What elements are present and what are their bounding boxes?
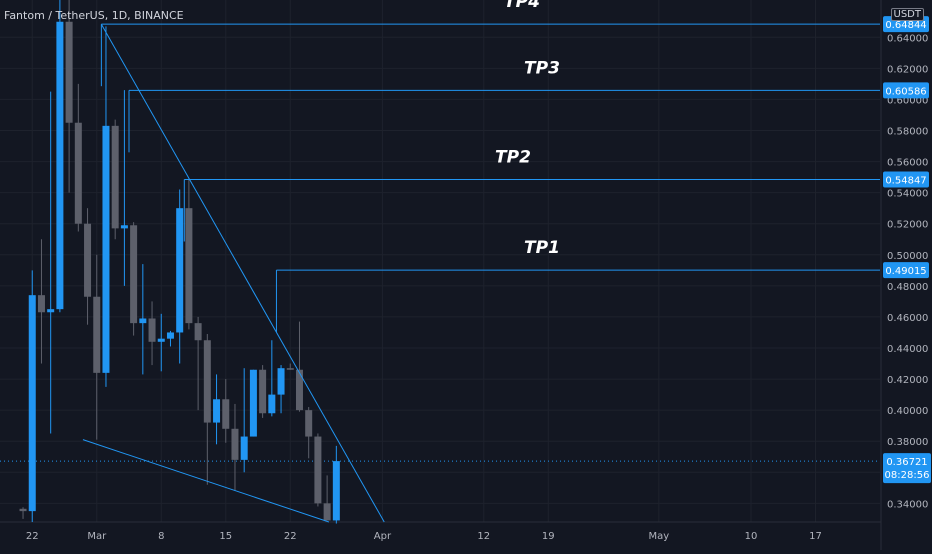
take-profit-label: TP4 xyxy=(504,0,540,12)
candle-body[interactable] xyxy=(148,318,156,342)
time-tick-label: 12 xyxy=(477,531,490,542)
candle-body[interactable] xyxy=(194,323,202,341)
candle-body[interactable] xyxy=(295,369,303,411)
symbol-title: Fantom / TetherUS, 1D, BINANCE xyxy=(4,9,184,22)
trend-line[interactable] xyxy=(82,439,330,523)
take-profit-label: TP1 xyxy=(524,238,560,258)
price-tick-label: 0.40000 xyxy=(887,406,928,417)
candle-body[interactable] xyxy=(314,436,322,504)
candle-body[interactable] xyxy=(176,208,184,333)
candle-body[interactable] xyxy=(277,368,285,395)
candle-body[interactable] xyxy=(93,296,101,373)
price-tick-label: 0.56000 xyxy=(887,158,928,169)
candle-body[interactable] xyxy=(139,318,147,324)
candle-body[interactable] xyxy=(111,125,119,229)
candle-body[interactable] xyxy=(166,332,174,339)
time-tick-label: 10 xyxy=(745,531,758,542)
level-price-badge xyxy=(883,171,929,188)
price-tick-label: 0.60000 xyxy=(887,95,928,106)
candle-body[interactable] xyxy=(157,338,165,342)
time-tick-label: Apr xyxy=(374,531,392,542)
candle-body[interactable] xyxy=(84,223,92,297)
time-tick-label: 22 xyxy=(284,531,297,542)
candle-body[interactable] xyxy=(185,208,193,324)
price-tick-label: 0.44000 xyxy=(887,344,928,355)
candle-body[interactable] xyxy=(332,461,340,521)
price-tick-label: 0.62000 xyxy=(887,64,928,75)
time-tick-label: 22 xyxy=(26,531,39,542)
take-profit-label: TP2 xyxy=(495,147,531,167)
time-tick-label: May xyxy=(649,531,670,542)
current-price-badge xyxy=(883,453,931,484)
candle-body[interactable] xyxy=(120,225,128,229)
level-price-label: 0.60586 xyxy=(885,86,926,97)
currency-label[interactable]: USDT xyxy=(890,8,924,21)
trend-line[interactable] xyxy=(100,23,385,523)
level-price-label: 0.49015 xyxy=(885,266,926,277)
candle-body[interactable] xyxy=(240,436,248,460)
candle-body[interactable] xyxy=(259,369,267,414)
candle-body[interactable] xyxy=(213,399,221,423)
level-price-badge xyxy=(883,82,929,99)
level-price-badge xyxy=(883,262,929,279)
price-tick-label: 0.58000 xyxy=(887,127,928,138)
candle-body[interactable] xyxy=(249,369,257,437)
bar-countdown-label: 08:28:56 xyxy=(885,470,930,481)
price-tick-label: 0.42000 xyxy=(887,375,928,386)
candle-body[interactable] xyxy=(222,399,230,429)
candle-body[interactable] xyxy=(203,340,211,423)
take-profit-label: TP3 xyxy=(524,58,560,78)
time-tick-label: 15 xyxy=(219,531,232,542)
candle-body[interactable] xyxy=(74,122,82,224)
current-price-label: 0.36721 xyxy=(886,457,927,468)
candle-body[interactable] xyxy=(130,225,138,324)
candle-body[interactable] xyxy=(47,309,55,313)
time-tick-label: Mar xyxy=(87,531,107,542)
time-tick-label: 8 xyxy=(158,531,164,542)
time-tick-label: 19 xyxy=(542,531,555,542)
level-price-label: 0.64844 xyxy=(885,20,926,31)
candle-body[interactable] xyxy=(323,503,331,521)
candle-body[interactable] xyxy=(305,410,313,437)
price-tick-label: 0.34000 xyxy=(887,499,928,510)
candle-body[interactable] xyxy=(56,21,64,310)
candle-body[interactable] xyxy=(19,508,27,512)
price-tick-label: 0.52000 xyxy=(887,220,928,231)
candle-body[interactable] xyxy=(231,428,239,460)
price-tick-label: 0.50000 xyxy=(887,251,928,262)
price-tick-label: 0.38000 xyxy=(887,437,928,448)
candle-body[interactable] xyxy=(65,21,73,123)
candle-body[interactable] xyxy=(268,394,276,414)
candle-body[interactable] xyxy=(102,125,110,373)
candle-body[interactable] xyxy=(37,295,45,313)
time-tick-label: 17 xyxy=(809,531,822,542)
price-tick-label: 0.48000 xyxy=(887,282,928,293)
price-tick-label: 0.54000 xyxy=(887,189,928,200)
candle-body[interactable] xyxy=(28,295,36,512)
candle-body[interactable] xyxy=(286,368,294,370)
price-tick-label: 0.64000 xyxy=(887,33,928,44)
level-price-label: 0.54847 xyxy=(885,175,926,186)
price-tick-label: 0.46000 xyxy=(887,313,928,324)
